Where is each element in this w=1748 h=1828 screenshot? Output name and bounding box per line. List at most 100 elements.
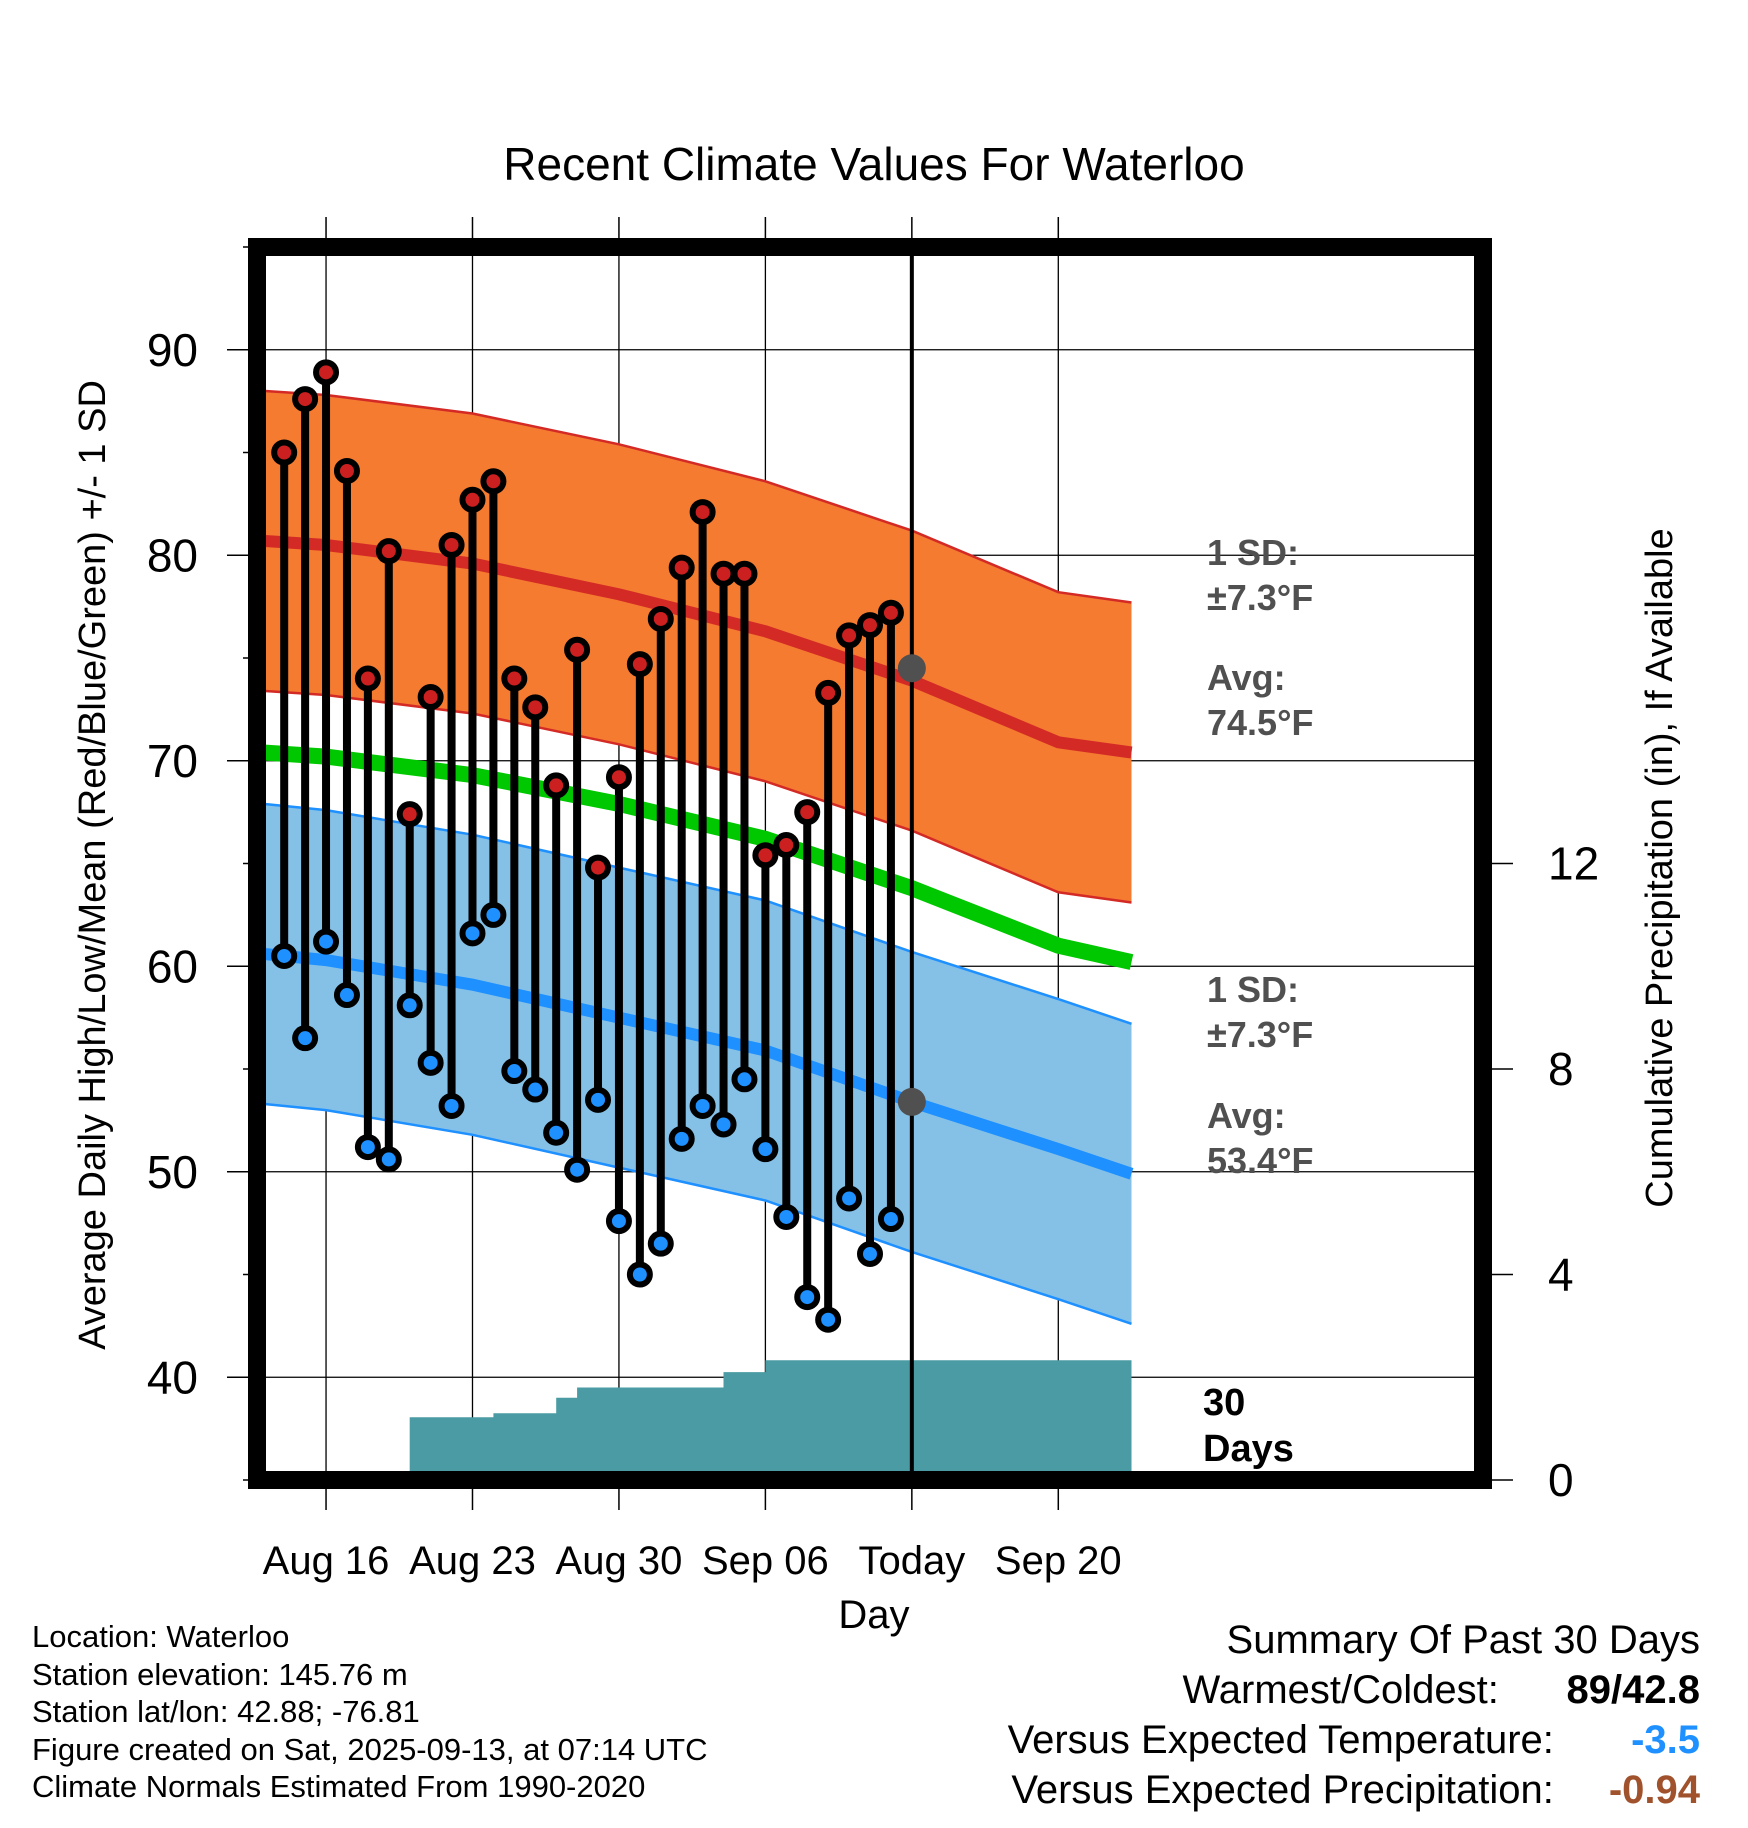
daily-low-point xyxy=(794,1284,821,1311)
daily-high-point xyxy=(794,799,821,826)
daily-high-point xyxy=(333,457,360,484)
warmest-row: Warmest/Coldest: 89/42.8 xyxy=(1008,1665,1701,1715)
y-tick-label: 50 xyxy=(147,1146,198,1198)
low-sd-annotation: 1 SD: xyxy=(1207,969,1299,1010)
low-sd-band xyxy=(263,803,1132,1324)
daily-high-point xyxy=(710,560,737,587)
daily-low-point xyxy=(647,1230,674,1257)
daily-low-point xyxy=(585,1086,612,1113)
x-axis-label: Day xyxy=(838,1593,909,1637)
daily-high-point xyxy=(292,386,319,413)
daily-high-point xyxy=(522,694,549,721)
daily-low-point xyxy=(375,1146,402,1173)
temp-value: -3.5 xyxy=(1631,1718,1700,1762)
low-band-lower-edge xyxy=(263,1102,1132,1325)
summary-panel: Summary Of Past 30 Days Warmest/Coldest:… xyxy=(1008,1615,1700,1815)
daily-low-point xyxy=(354,1134,381,1161)
days-word-label: Days xyxy=(1203,1428,1294,1470)
high-avg-marker xyxy=(897,654,926,683)
daily-low-point xyxy=(626,1261,653,1288)
daily-low-point xyxy=(543,1119,570,1146)
daily-high-point xyxy=(585,854,612,881)
daily-low-point xyxy=(752,1136,779,1163)
x-tick-label: Aug 30 xyxy=(556,1539,683,1583)
daily-high-point xyxy=(543,772,570,799)
y-tick-label: 80 xyxy=(147,529,198,581)
high-sd-band xyxy=(263,390,1132,903)
daily-high-point xyxy=(773,832,800,859)
chart-title: Recent Climate Values For Waterloo xyxy=(503,138,1244,190)
warmest-value: 89/42.8 xyxy=(1566,1668,1700,1712)
daily-low-point xyxy=(836,1185,863,1212)
y2-tick-label: 12 xyxy=(1548,838,1599,890)
daily-low-point xyxy=(522,1076,549,1103)
y-tick-label: 60 xyxy=(147,940,198,992)
normals-text: Climate Normals Estimated From 1990-2020 xyxy=(32,1769,646,1804)
daily-low-point xyxy=(271,942,298,969)
daily-high-point xyxy=(501,665,528,692)
daily-high-point xyxy=(459,486,486,513)
high-avg-value-annotation: 74.5°F xyxy=(1207,702,1313,743)
daily-low-point xyxy=(396,992,423,1019)
days-count-label: 30 xyxy=(1203,1382,1245,1424)
daily-high-point xyxy=(271,439,298,466)
daily-low-point xyxy=(815,1306,842,1333)
y-axis-label: Average Daily High/Low/Mean (Red/Blue/Gr… xyxy=(72,380,114,1350)
plot-content xyxy=(262,247,1134,1480)
low-sd-value-annotation: ±7.3°F xyxy=(1207,1014,1313,1055)
daily-low-point xyxy=(710,1111,737,1138)
high-sd-annotation: 1 SD: xyxy=(1207,532,1299,573)
high-sd-value-annotation: ±7.3°F xyxy=(1207,577,1313,618)
daily-low-point xyxy=(417,1049,444,1076)
daily-high-point xyxy=(815,679,842,706)
y-tick-label: 40 xyxy=(147,1351,198,1403)
daily-high-point xyxy=(605,764,632,791)
x-tick-label: Sep 20 xyxy=(995,1539,1122,1583)
summary-title: Summary Of Past 30 Days xyxy=(1226,1618,1700,1662)
low-avg-annotation: Avg: xyxy=(1207,1095,1286,1136)
daily-high-point xyxy=(647,605,674,632)
daily-high-point xyxy=(480,468,507,495)
created-text: Figure created on Sat, 2025-09-13, at 07… xyxy=(32,1731,708,1767)
y-tick-label: 70 xyxy=(147,735,198,787)
y-tick-label: 90 xyxy=(147,324,198,376)
y2-tick-label: 8 xyxy=(1548,1043,1574,1095)
daily-low-point xyxy=(459,920,486,947)
daily-high-point xyxy=(354,665,381,692)
daily-low-point xyxy=(668,1125,695,1152)
daily-high-point xyxy=(857,612,883,639)
y2-tick-label: 0 xyxy=(1548,1454,1574,1506)
daily-low-point xyxy=(438,1092,465,1119)
daily-high-point xyxy=(396,801,423,828)
x-tick-label: Sep 06 xyxy=(702,1539,829,1583)
daily-low-point xyxy=(501,1058,528,1085)
x-tick-label: Today xyxy=(858,1539,965,1583)
x-tick-label: Aug 23 xyxy=(409,1539,536,1583)
daily-high-point xyxy=(626,651,653,678)
daily-high-point xyxy=(375,538,402,565)
latlon-text: Station lat/lon: 42.88; -76.81 xyxy=(32,1694,420,1729)
temp-row: Versus Expected Temperature: -3.5 xyxy=(1008,1715,1700,1765)
daily-high-point xyxy=(438,531,465,558)
plot-frame xyxy=(248,238,1492,1489)
daily-high-point xyxy=(752,842,779,869)
y2-axis-label: Cumulative Precipitation (in), If Availa… xyxy=(1639,528,1681,1207)
daily-high-point xyxy=(417,684,444,711)
high-avg-annotation: Avg: xyxy=(1207,657,1286,698)
daily-high-point xyxy=(313,359,340,386)
precip-row: Versus Expected Precipitation: -0.94 xyxy=(1008,1765,1700,1815)
station-info: Location: Waterloo Station elevation: 14… xyxy=(32,1618,708,1806)
low-avg-value-annotation: 53.4°F xyxy=(1207,1140,1313,1181)
daily-low-point xyxy=(480,901,507,928)
daily-low-point xyxy=(333,982,360,1009)
y2-tick-label: 4 xyxy=(1548,1249,1574,1301)
warmest-label: Warmest/Coldest: xyxy=(1182,1668,1499,1712)
daily-high-point xyxy=(668,554,695,581)
elevation-text: Station elevation: 145.76 m xyxy=(32,1656,408,1692)
precip-value: -0.94 xyxy=(1608,1768,1700,1812)
daily-low-point xyxy=(313,928,340,955)
daily-low-point xyxy=(292,1025,319,1052)
precip-label: Versus Expected Precipitation: xyxy=(1011,1768,1554,1812)
daily-low-point xyxy=(564,1156,591,1183)
